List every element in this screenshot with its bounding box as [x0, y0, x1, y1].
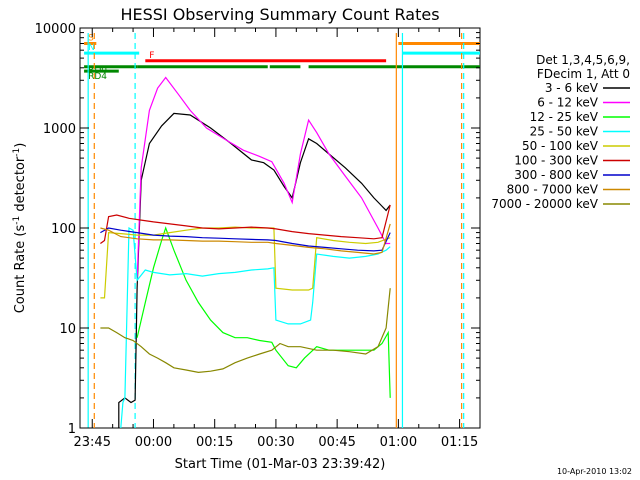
- y-tick-label: 100: [51, 222, 76, 237]
- y-axis-label: Count Rate (s-1 detector-1): [12, 143, 28, 314]
- footer-timestamp: 10-Apr-2010 13:02: [557, 467, 632, 476]
- vertical-markers: [87, 33, 465, 428]
- legend-label: 3 - 6 keV: [545, 81, 599, 95]
- x-tick-label: 01:00: [380, 435, 417, 450]
- series-line: [100, 288, 391, 374]
- x-tick-label: 00:00: [135, 435, 172, 450]
- plot-frame: [79, 27, 481, 429]
- series-line: [118, 112, 391, 428]
- series-line: [100, 204, 391, 244]
- y-axis: 1 10 100 1000 10000: [35, 22, 480, 437]
- flag-label: S: [88, 33, 94, 43]
- y-tick-label: 1000: [43, 122, 76, 137]
- y-axis-label-part: Count Rate (s: [13, 225, 28, 314]
- series-line: [136, 76, 391, 281]
- attenuator-flags: SNFRD0RD4: [84, 33, 480, 82]
- series-line: [100, 226, 391, 299]
- x-tick-label: 00:30: [257, 435, 294, 450]
- legend-label: 25 - 50 keV: [530, 125, 599, 139]
- series-line: [100, 223, 391, 255]
- legend-label: 50 - 100 keV: [522, 139, 599, 153]
- y-tick-label: 1: [68, 422, 76, 437]
- x-axis-label: Start Time (01-Mar-03 23:39:42): [175, 457, 386, 472]
- legend-label: 100 - 300 keV: [514, 154, 598, 168]
- legend: Det 1,3,4,5,6,9, FDecim 1, Att 0 3 - 6 k…: [491, 53, 630, 211]
- flag-label: RD4: [88, 72, 107, 82]
- y-axis-label-part: ): [13, 143, 28, 148]
- legend-label: 6 - 12 keV: [537, 96, 599, 110]
- y-axis-label-part: detector: [13, 156, 28, 216]
- y-axis-label-exponent: -1: [12, 216, 22, 225]
- legend-header-line: Det 1,3,4,5,6,9,: [536, 53, 630, 67]
- legend-header-line: FDecim 1, Att 0: [537, 67, 630, 81]
- series-line: [136, 226, 391, 398]
- x-tick-label: 00:45: [318, 435, 355, 450]
- x-tick-label: 01:15: [441, 435, 478, 450]
- y-tick-label: 10000: [35, 22, 76, 37]
- legend-label: 300 - 800 keV: [514, 168, 598, 182]
- x-tick-label: 23:45: [74, 435, 111, 450]
- series-lines: [100, 76, 391, 429]
- legend-label: 7000 - 20000 keV: [491, 197, 598, 211]
- series-line: [100, 227, 391, 252]
- y-axis-label-exponent: -1: [12, 148, 22, 157]
- plot-area: SNFRD0RD4: [79, 27, 481, 429]
- x-tick-label: 00:15: [196, 435, 233, 450]
- chart-title: HESSI Observing Summary Count Rates: [120, 5, 439, 24]
- flag-label: N: [88, 43, 95, 53]
- flag-label: F: [149, 51, 154, 61]
- x-axis: 23:45 00:00 00:15 00:30 00:45 01:00 01:15: [74, 28, 481, 450]
- legend-label: 800 - 7000 keV: [507, 183, 599, 197]
- series-line: [120, 227, 391, 429]
- legend-label: 12 - 25 keV: [530, 110, 599, 124]
- y-tick-label: 10: [59, 322, 76, 337]
